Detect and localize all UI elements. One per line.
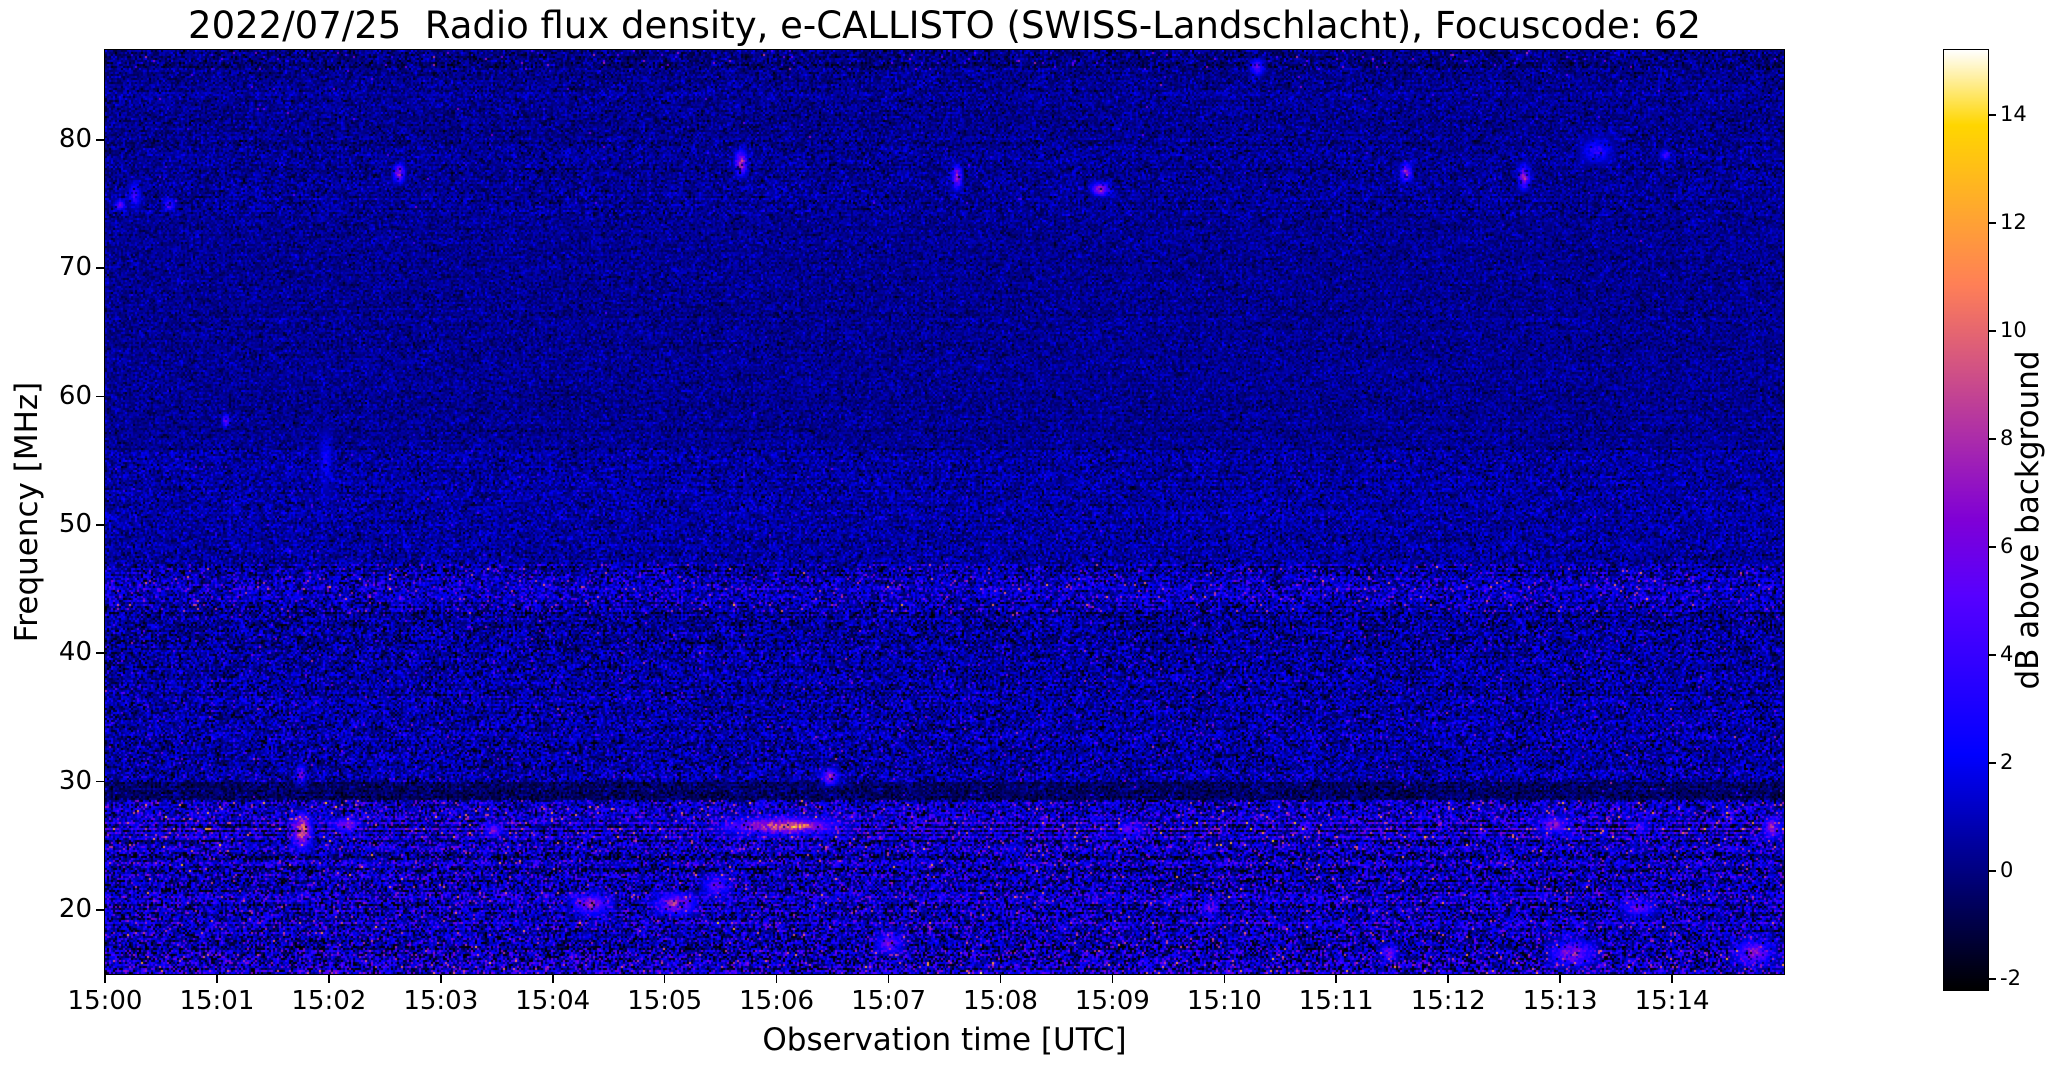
x-tick-mark xyxy=(551,975,554,983)
colorbar xyxy=(1943,49,1989,991)
y-tick-label: 20 xyxy=(58,893,92,924)
colorbar-tick-mark xyxy=(1989,870,1996,872)
y-tick-mark xyxy=(96,652,104,654)
colorbar-tick-mark xyxy=(1989,222,1996,224)
x-tick-label: 15:03 xyxy=(403,986,479,1016)
x-tick-mark xyxy=(1335,975,1338,983)
x-tick-label: 15:13 xyxy=(1522,986,1598,1016)
colorbar-tick-label: 0 xyxy=(2000,858,2014,883)
y-tick-label: 60 xyxy=(58,380,92,411)
colorbar-tick-mark xyxy=(1989,438,1996,440)
x-tick-label: 15:05 xyxy=(627,986,703,1016)
y-tick-mark xyxy=(96,267,104,269)
x-tick-label: 15:02 xyxy=(291,986,367,1016)
colorbar-tick-label: 10 xyxy=(2000,317,2027,342)
y-tick-label: 40 xyxy=(58,637,92,668)
colorbar-tick-mark xyxy=(1989,978,1996,980)
colorbar-tick-label: -2 xyxy=(2000,966,2021,991)
colorbar-tick-label: 4 xyxy=(2000,642,2014,667)
x-tick-mark xyxy=(1223,975,1226,983)
colorbar-tick-mark xyxy=(1989,546,1996,548)
y-tick-label: 70 xyxy=(58,252,92,283)
chart-title: 2022/07/25 Radio flux density, e-CALLIST… xyxy=(188,4,1701,47)
y-tick-label: 30 xyxy=(58,765,92,796)
colorbar-tick-mark xyxy=(1989,330,1996,332)
colorbar-tick-label: 2 xyxy=(2000,750,2014,775)
colorbar-tick-label: 12 xyxy=(2000,209,2027,234)
y-tick-mark xyxy=(96,395,104,398)
colorbar-label: dB above background xyxy=(2010,350,2046,690)
x-tick-mark xyxy=(104,975,106,983)
colorbar-tick-mark xyxy=(1989,114,1996,116)
x-tick-mark xyxy=(440,975,442,983)
colorbar-tick-label: 6 xyxy=(2000,534,2014,558)
x-tick-label: 15:04 xyxy=(515,986,591,1016)
y-tick-mark xyxy=(96,909,104,911)
colorbar-tick-mark xyxy=(1989,654,1996,656)
y-tick-mark xyxy=(96,139,104,141)
y-tick-label: 80 xyxy=(58,123,92,154)
x-tick-label: 15:06 xyxy=(739,986,815,1016)
x-tick-label: 15:08 xyxy=(962,986,1038,1016)
x-axis-label: Observation time [UTC] xyxy=(762,1022,1127,1058)
colorbar-tick-label: 8 xyxy=(2000,425,2014,450)
x-tick-label: 15:10 xyxy=(1186,986,1262,1016)
x-tick-label: 15:01 xyxy=(179,986,255,1016)
x-tick-mark xyxy=(663,975,666,983)
spectrogram-heatmap xyxy=(104,49,1785,975)
x-tick-mark xyxy=(1671,975,1673,983)
x-tick-mark xyxy=(775,975,778,983)
x-tick-mark xyxy=(887,975,890,983)
x-tick-label: 15:07 xyxy=(851,986,926,1016)
y-tick-mark xyxy=(96,524,104,526)
y-tick-mark xyxy=(96,780,104,783)
y-tick-label: 50 xyxy=(58,508,92,539)
x-tick-label: 15:12 xyxy=(1410,986,1486,1016)
x-tick-label: 15:09 xyxy=(1074,986,1150,1016)
x-tick-mark xyxy=(328,975,330,983)
x-tick-mark xyxy=(1111,975,1114,983)
x-tick-mark xyxy=(1559,975,1561,983)
x-tick-label: 15:14 xyxy=(1634,986,1710,1016)
x-tick-mark xyxy=(216,975,218,983)
x-tick-label: 15:11 xyxy=(1298,986,1374,1016)
x-tick-mark xyxy=(1447,975,1449,983)
colorbar-tick-mark xyxy=(1989,762,1996,764)
x-tick-mark xyxy=(999,975,1002,983)
colorbar-tick-label: 14 xyxy=(2000,101,2027,126)
x-tick-label: 15:00 xyxy=(67,986,143,1016)
